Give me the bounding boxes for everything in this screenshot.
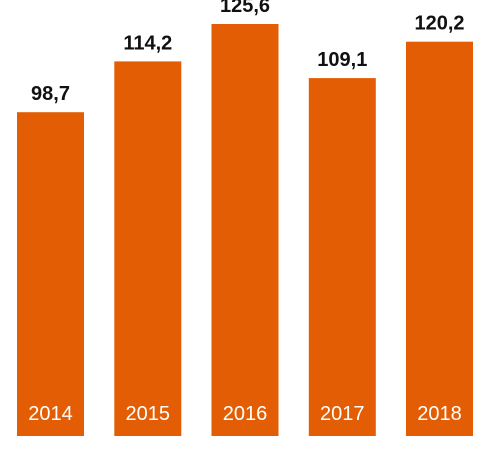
value-label-2017: 109,1 — [317, 49, 367, 71]
value-label-2016: 125,6 — [220, 0, 270, 17]
category-label-2014: 2014 — [28, 403, 73, 425]
bar-2015 — [114, 61, 182, 437]
value-labels-layer: 98,7 114,2 125,6 109,1 120,2 — [31, 0, 465, 105]
bar-2016 — [211, 24, 279, 436]
bar-2018 — [406, 41, 473, 436]
category-labels-layer: 2014 2015 2016 2017 2018 — [28, 403, 462, 425]
category-label-2017: 2017 — [320, 403, 365, 425]
category-label-2016: 2016 — [223, 403, 268, 425]
bar-2014 — [17, 112, 84, 436]
bar-2017 — [308, 78, 376, 436]
value-label-2018: 120,2 — [414, 13, 464, 35]
value-label-2015: 114,2 — [123, 32, 172, 54]
category-label-2018: 2018 — [417, 403, 462, 425]
value-label-2014: 98,7 — [31, 83, 70, 105]
category-label-2015: 2015 — [126, 403, 171, 425]
bars-layer — [17, 24, 473, 437]
